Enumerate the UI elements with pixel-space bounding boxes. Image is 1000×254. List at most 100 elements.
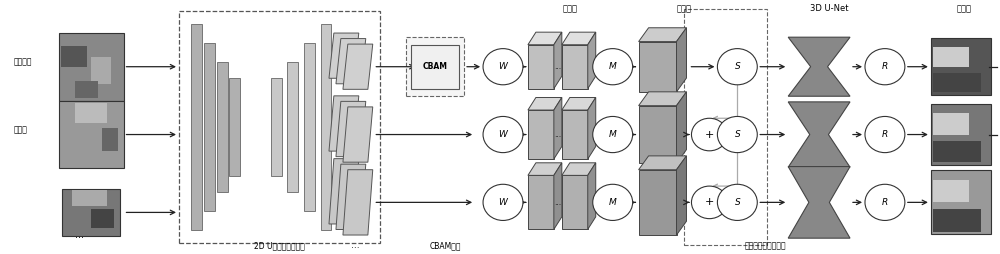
Text: W: W: [499, 62, 507, 71]
Text: M: M: [609, 198, 617, 207]
Polygon shape: [639, 156, 686, 170]
Text: 代价体: 代价体: [677, 4, 692, 13]
Bar: [287, 62, 298, 192]
Bar: [59, 101, 124, 168]
Text: CBAM: CBAM: [423, 62, 448, 71]
Bar: [59, 33, 124, 101]
Text: ...: ...: [554, 198, 561, 207]
Polygon shape: [528, 110, 554, 159]
Text: ...: ...: [554, 62, 561, 71]
Polygon shape: [528, 163, 562, 175]
Polygon shape: [562, 98, 596, 110]
Bar: [933, 47, 969, 67]
Ellipse shape: [593, 184, 633, 220]
Polygon shape: [639, 28, 686, 42]
Text: 源图像: 源图像: [13, 125, 27, 134]
Text: S: S: [734, 198, 740, 207]
Bar: [229, 78, 240, 176]
Text: 2D U型特征提取模块: 2D U型特征提取模块: [254, 241, 305, 250]
Text: +: +: [705, 197, 714, 207]
Bar: [72, 190, 107, 207]
Ellipse shape: [483, 116, 523, 153]
Ellipse shape: [593, 116, 633, 153]
Text: M: M: [609, 62, 617, 71]
Polygon shape: [588, 98, 596, 159]
Ellipse shape: [717, 49, 757, 85]
Bar: [931, 104, 991, 165]
Polygon shape: [554, 32, 562, 89]
Polygon shape: [528, 98, 562, 110]
Polygon shape: [639, 106, 677, 163]
Polygon shape: [562, 110, 588, 159]
Ellipse shape: [717, 184, 757, 220]
Text: 深度图: 深度图: [956, 4, 971, 13]
Text: CBAM模块: CBAM模块: [429, 241, 461, 250]
Bar: [61, 46, 87, 67]
Polygon shape: [343, 44, 373, 89]
Polygon shape: [639, 92, 686, 106]
Bar: [406, 37, 464, 96]
Polygon shape: [588, 32, 596, 89]
Text: R: R: [882, 198, 888, 207]
Ellipse shape: [483, 184, 523, 220]
Bar: [217, 62, 228, 192]
Polygon shape: [343, 170, 373, 235]
Bar: [271, 78, 282, 176]
Text: S: S: [734, 130, 740, 139]
Bar: [933, 141, 981, 162]
Polygon shape: [788, 37, 850, 96]
Bar: [933, 114, 969, 135]
Ellipse shape: [593, 49, 633, 85]
Polygon shape: [562, 175, 588, 229]
Text: M: M: [609, 130, 617, 139]
Ellipse shape: [691, 118, 727, 151]
Ellipse shape: [865, 184, 905, 220]
Text: 代价体分离融合模块: 代价体分离融合模块: [745, 241, 787, 250]
Text: W: W: [499, 198, 507, 207]
Bar: [204, 43, 215, 211]
Polygon shape: [677, 28, 686, 92]
Polygon shape: [677, 156, 686, 235]
Text: R: R: [882, 130, 888, 139]
Text: 3D U-Net: 3D U-Net: [810, 4, 848, 13]
Text: ...: ...: [351, 241, 360, 250]
Text: +: +: [705, 130, 714, 139]
Text: S: S: [734, 62, 740, 71]
Text: ...: ...: [75, 230, 84, 240]
Bar: [684, 9, 767, 245]
Polygon shape: [639, 170, 677, 235]
Polygon shape: [329, 96, 359, 151]
Polygon shape: [562, 45, 588, 89]
Bar: [91, 209, 114, 228]
Bar: [304, 43, 315, 211]
Polygon shape: [788, 102, 850, 167]
Bar: [931, 170, 991, 234]
Text: 参考图像: 参考图像: [13, 57, 32, 66]
Bar: [933, 73, 981, 92]
Bar: [62, 189, 120, 236]
Bar: [75, 81, 98, 98]
Bar: [179, 11, 380, 243]
Polygon shape: [528, 175, 554, 229]
Bar: [931, 38, 991, 95]
Text: W: W: [499, 130, 507, 139]
Text: 特征体: 特征体: [562, 4, 577, 13]
Polygon shape: [336, 101, 366, 157]
Ellipse shape: [691, 186, 727, 219]
Polygon shape: [329, 159, 359, 224]
Ellipse shape: [483, 49, 523, 85]
Bar: [75, 103, 107, 123]
Bar: [102, 128, 118, 151]
Polygon shape: [343, 107, 373, 162]
Ellipse shape: [865, 116, 905, 153]
Polygon shape: [788, 167, 850, 238]
Polygon shape: [329, 33, 359, 78]
Ellipse shape: [865, 49, 905, 85]
Bar: [320, 24, 331, 230]
Polygon shape: [554, 163, 562, 229]
Polygon shape: [677, 92, 686, 163]
Bar: [411, 45, 459, 89]
Bar: [933, 210, 981, 232]
Polygon shape: [562, 32, 596, 45]
Bar: [933, 180, 969, 202]
